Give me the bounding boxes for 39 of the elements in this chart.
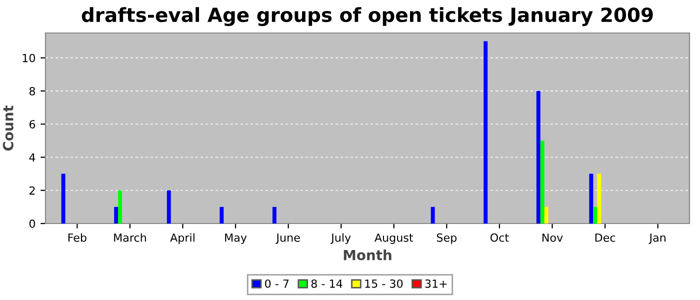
x-tick-label: June — [276, 234, 300, 244]
bar — [166, 190, 171, 224]
legend-label: 0 - 7 — [265, 279, 289, 288]
legend-label: 8 - 14 — [311, 279, 342, 288]
bar — [484, 41, 488, 224]
bar — [593, 206, 598, 224]
x-tick-label: Nov — [542, 234, 563, 242]
x-tick-label: August — [374, 234, 414, 244]
x-tick-label: Feb — [68, 233, 86, 242]
x-tick-label: Jan — [648, 234, 666, 244]
x-tick-label: April — [170, 233, 194, 244]
x-tick-label: March — [114, 233, 146, 242]
chart-title: drafts-eval Age groups of open tickets January 2009 — [82, 7, 653, 26]
bar — [61, 174, 66, 224]
bar — [536, 90, 540, 224]
bar — [540, 140, 544, 224]
bar — [597, 174, 602, 224]
bar — [272, 206, 276, 224]
bar — [589, 174, 594, 224]
x-tick-label: July — [330, 233, 351, 244]
bar — [118, 190, 122, 224]
bar — [544, 206, 548, 224]
y-axis-title: Count — [2, 105, 14, 151]
y-tick-label: 8 — [29, 86, 36, 96]
bar — [430, 206, 435, 224]
legend-label: 31+ — [425, 279, 447, 288]
y-tick-label: 4 — [29, 153, 36, 162]
bar — [220, 206, 224, 224]
legend-label: 15 - 30 — [365, 279, 403, 288]
y-tick-label: 6 — [29, 120, 36, 128]
y-tick-label: 2 — [30, 186, 35, 195]
y-tick-label: 0 — [29, 219, 36, 228]
x-tick-label: Oct — [490, 233, 509, 242]
x-tick-label: Dec — [595, 234, 616, 242]
y-tick-label: 10 — [22, 54, 36, 62]
bar — [114, 206, 118, 224]
x-axis-title: Month — [344, 250, 392, 260]
x-tick-label: Sep — [436, 233, 457, 244]
x-tick-label: May — [225, 234, 247, 244]
